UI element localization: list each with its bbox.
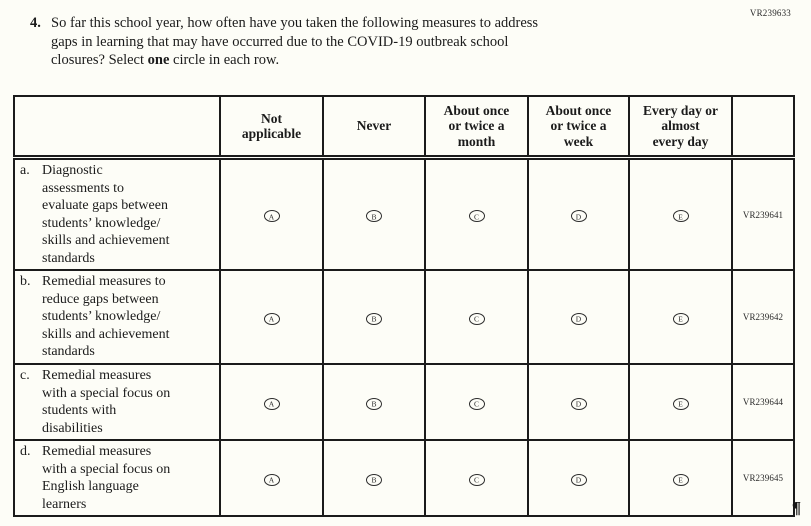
row-code-d: VR239645	[731, 439, 795, 517]
row-label-d: d. Remedial measures with a special focu…	[13, 439, 221, 517]
column-header-every-day: Every day or almost every day	[628, 95, 733, 160]
question-text-part2: circle in each row.	[169, 52, 280, 68]
bubble-row-d-option-c[interactable]: C	[468, 473, 485, 486]
row-text-d: Remedial measures with a special focus o…	[42, 444, 171, 512]
question-bold-word: one	[147, 52, 170, 68]
bubble-row-a-option-a[interactable]: A	[263, 210, 280, 223]
row-code-c: VR239644	[731, 363, 795, 441]
question-text: So far this school year, how often have …	[51, 14, 538, 70]
header-row: Not applicable Never About once or twice…	[13, 95, 795, 160]
bubble-row-d-option-e[interactable]: E	[672, 473, 689, 486]
bubble-row-a-option-c[interactable]: C	[468, 210, 485, 223]
bubble-row-a-option-e[interactable]: E	[672, 210, 689, 223]
bubble-row-b-option-e[interactable]: E	[672, 312, 689, 325]
bubble-row-d-option-a[interactable]: A	[263, 473, 280, 486]
column-header-blank	[13, 95, 221, 160]
row-letter-b: b.	[20, 274, 31, 290]
bubble-row-d-option-b[interactable]: B	[366, 473, 382, 486]
row-code-b: VR239642	[731, 269, 795, 365]
bubble-row-b-option-a[interactable]: A	[263, 312, 280, 325]
row-label-a: a. Diagnostic assessments to evaluate ga…	[13, 156, 221, 271]
row-text-c: Remedial measures with a special focus o…	[42, 368, 171, 436]
pilcrow-mark: ¶	[791, 498, 801, 517]
bubble-row-b-option-c[interactable]: C	[468, 312, 485, 325]
bubble-row-b-option-b[interactable]: B	[366, 312, 382, 325]
table-row-a: a. Diagnostic assessments to evaluate ga…	[13, 156, 795, 271]
row-text-a: Diagnostic assessments to evaluate gaps …	[42, 163, 170, 266]
bubble-row-c-option-e[interactable]: E	[672, 397, 689, 410]
row-letter-c: c.	[20, 368, 30, 383]
bubble-row-a-option-b[interactable]: B	[366, 210, 382, 223]
form-code-top: VR239633	[749, 8, 791, 18]
question-number: 4.	[30, 15, 41, 31]
row-code-a: VR239641	[731, 156, 795, 271]
column-header-once-twice-week: About once or twice a week	[527, 95, 630, 160]
column-header-code-blank	[731, 95, 795, 160]
bubble-row-c-option-b[interactable]: B	[366, 397, 382, 410]
bubble-row-d-option-d[interactable]: D	[570, 473, 587, 486]
column-header-not-applicable: Not applicable	[219, 95, 324, 160]
row-letter-a: a.	[20, 163, 30, 178]
row-letter-d: d.	[20, 444, 31, 459]
column-header-never: Never	[322, 95, 426, 160]
row-text-b: Remedial measures to reduce gaps between…	[42, 274, 170, 360]
bubble-row-c-option-c[interactable]: C	[468, 397, 485, 410]
question-block: 4. So far this school year, how often ha…	[30, 14, 730, 70]
table-row-b: b. Remedial measures to reduce gaps betw…	[13, 269, 795, 365]
column-header-once-twice-month: About once or twice a month	[424, 95, 529, 160]
bubble-row-c-option-a[interactable]: A	[263, 397, 280, 410]
bubble-row-a-option-d[interactable]: D	[570, 210, 587, 223]
row-label-b: b. Remedial measures to reduce gaps betw…	[13, 269, 221, 365]
bubble-row-c-option-d[interactable]: D	[570, 397, 587, 410]
bubble-row-b-option-d[interactable]: D	[570, 312, 587, 325]
question-text-part1: So far this school year, how often have …	[51, 15, 539, 68]
frequency-matrix-table: Not applicable Never About once or twice…	[13, 95, 795, 517]
table-row-d: d. Remedial measures with a special focu…	[13, 439, 795, 517]
table-row-c: c. Remedial measures with a special focu…	[13, 363, 795, 441]
row-label-c: c. Remedial measures with a special focu…	[13, 363, 221, 441]
